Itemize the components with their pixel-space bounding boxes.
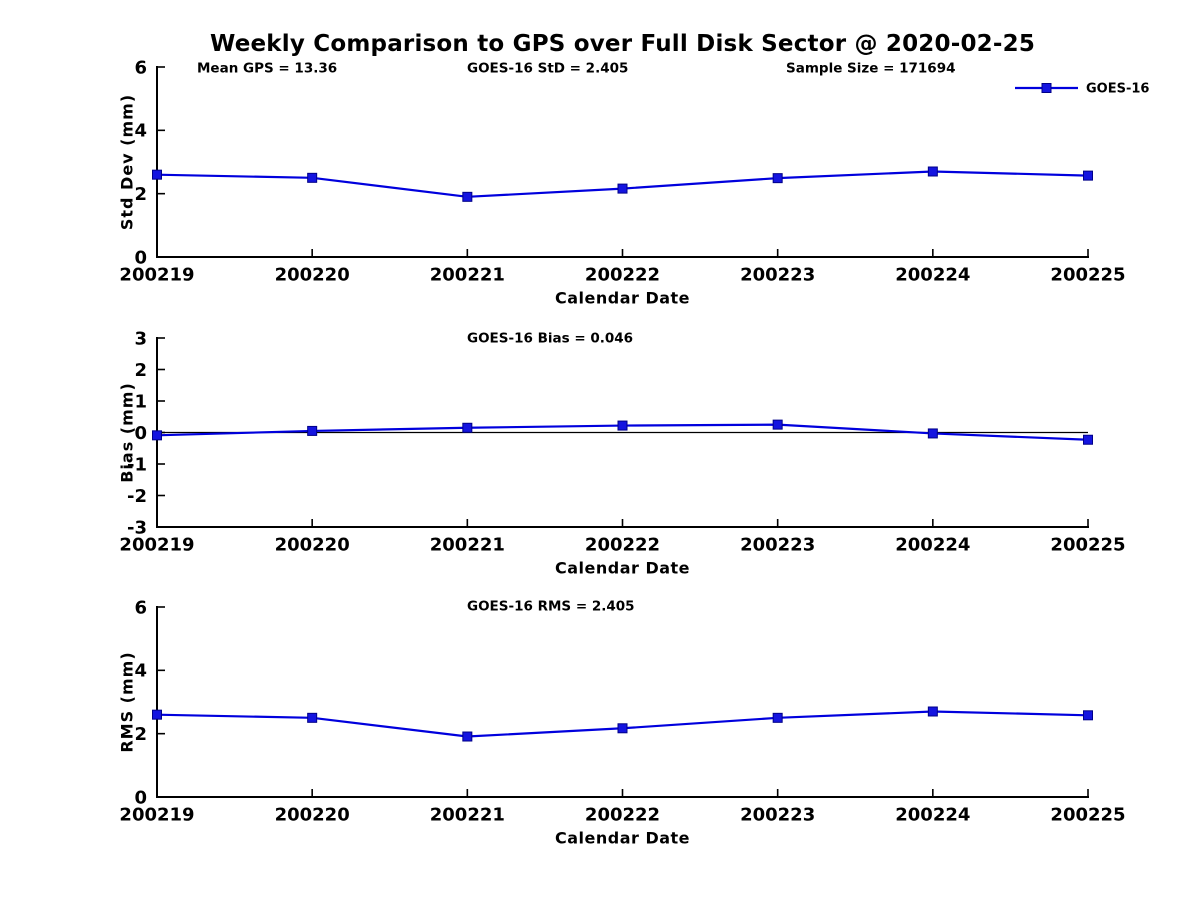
x-tick-label: 200220 (275, 264, 350, 285)
y-tick-label: 0 (134, 787, 147, 808)
y-tick-label: -3 (127, 517, 147, 538)
data-point-marker (617, 183, 628, 194)
data-point-marker (462, 422, 473, 433)
x-tick-label: 200220 (275, 534, 350, 555)
data-point-marker (772, 419, 783, 430)
x-tick-label: 200221 (430, 804, 505, 825)
data-point-marker (152, 430, 162, 441)
data-point-marker (772, 173, 783, 184)
annotation: GOES-16 StD = 2.405 (467, 61, 628, 77)
annotation: Mean GPS = 13.36 (197, 61, 337, 77)
data-point-marker (927, 706, 938, 717)
legend-label: GOES-16 (1086, 82, 1149, 97)
x-tick-label: 200222 (585, 804, 660, 825)
data-point-marker (772, 712, 783, 723)
y-axis-label: Std Dev (mm) (118, 94, 137, 230)
x-tick-label: 200219 (119, 804, 194, 825)
y-tick-label: 2 (134, 184, 147, 205)
y-tick-label: 4 (134, 661, 147, 682)
chart-stddev: 0 2 4 6 200219 200220 200221 200222 200223 200224… (118, 57, 1150, 307)
data-point-marker (307, 172, 318, 183)
x-tick-label: 200223 (740, 804, 815, 825)
x-axis-label: Calendar Date (555, 559, 690, 578)
y-tick-label: 2 (134, 724, 147, 745)
annotation: GOES-16 Bias = 0.046 (467, 331, 633, 347)
x-tick-label: 200223 (740, 534, 815, 555)
x-tick-label: 200225 (1050, 264, 1125, 285)
x-tick-label: 200221 (430, 264, 505, 285)
data-point-marker (617, 723, 628, 734)
axes-spines (156, 606, 1089, 798)
x-tick-label: 200225 (1050, 804, 1125, 825)
data-point-marker (927, 166, 938, 177)
x-tick-label: 200223 (740, 264, 815, 285)
x-tick-label: 200225 (1050, 534, 1125, 555)
y-axis-label: Bias (mm) (118, 382, 137, 483)
y-tick-label: 0 (134, 247, 147, 268)
x-axis-label: Calendar Date (555, 289, 690, 308)
figure-title: Weekly Comparison to GPS over Full Disk … (209, 31, 1036, 57)
x-tick-label: 200224 (895, 534, 970, 555)
y-axis-label: RMS (mm) (118, 651, 137, 752)
data-point-marker (307, 712, 318, 723)
x-tick-label: 200219 (119, 264, 194, 285)
x-axis-label: Calendar Date (555, 829, 690, 848)
x-tick-label: 200221 (430, 534, 505, 555)
legend-marker-sample (1041, 83, 1052, 93)
data-point-marker (1083, 170, 1093, 181)
data-point-marker (462, 731, 473, 742)
x-tick-label: 200224 (895, 804, 970, 825)
x-tick-label: 200220 (275, 804, 350, 825)
data-point-marker (152, 169, 162, 180)
legend: GOES-16 (1015, 82, 1149, 97)
data-point-marker (927, 428, 938, 439)
y-tick-label: 2 (134, 360, 147, 381)
y-tick-label: 1 (134, 391, 147, 412)
data-point-marker (1083, 434, 1093, 445)
y-tick-label: 6 (134, 57, 147, 78)
x-tick-label: 200222 (585, 534, 660, 555)
data-point-marker (462, 191, 473, 202)
axes-spines (156, 66, 1089, 258)
data-point-marker (307, 425, 318, 436)
annotation: GOES-16 RMS = 2.405 (467, 599, 635, 615)
x-tick-label: 200222 (585, 264, 660, 285)
y-tick-label: -1 (127, 454, 147, 475)
chart-rms: 0 2 4 6 200219 200220 200221 200222 200223 200224… (118, 597, 1126, 847)
y-tick-label: 0 (134, 423, 147, 444)
data-point-marker (1083, 710, 1093, 721)
chart-bias: -3 -2 -1 0 1 2 3 200219 200220 200221 200222 200223… (118, 328, 1126, 577)
y-tick-label: 4 (134, 121, 147, 142)
y-tick-label: -2 (127, 486, 147, 507)
data-point-marker (617, 420, 628, 431)
y-tick-label: 6 (134, 597, 147, 618)
annotation: Sample Size = 171694 (786, 61, 955, 77)
x-tick-label: 200219 (119, 534, 194, 555)
y-tick-label: 3 (134, 328, 147, 349)
x-tick-label: 200224 (895, 264, 970, 285)
data-point-marker (152, 709, 162, 720)
